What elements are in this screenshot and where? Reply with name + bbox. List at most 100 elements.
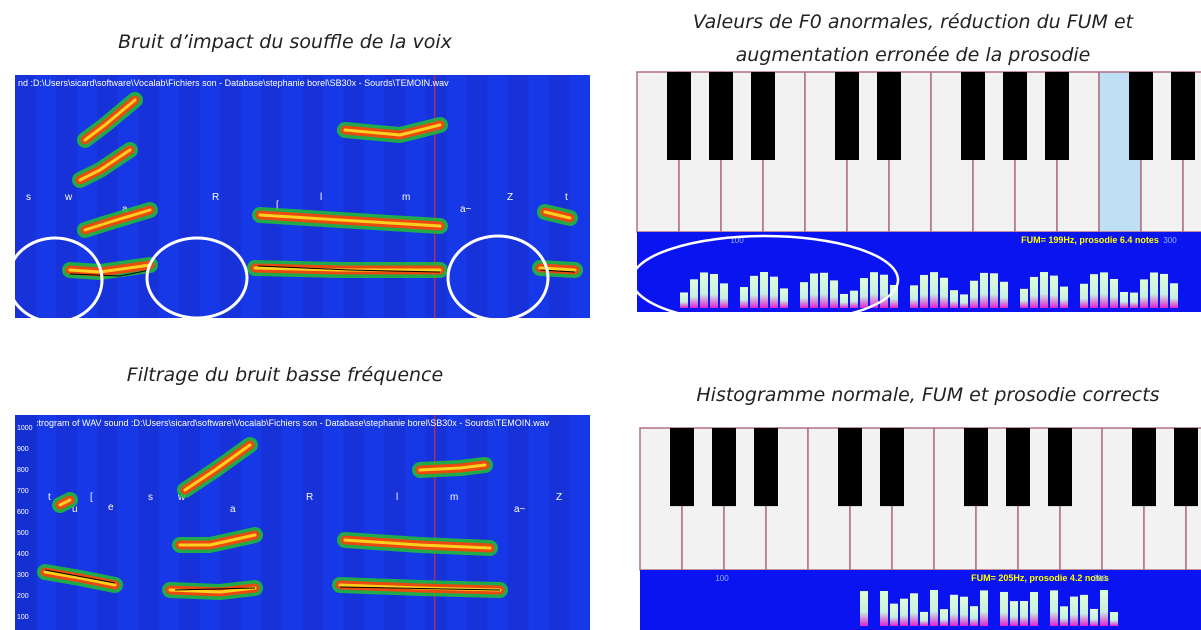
histogram-bar <box>1110 278 1118 308</box>
histogram-bar <box>950 594 958 626</box>
histogram-bar <box>1020 288 1028 308</box>
y-axis-label: 600 <box>17 509 29 516</box>
stripe <box>261 415 282 630</box>
histogram-bar <box>1010 601 1018 626</box>
histogram-bar <box>700 272 708 308</box>
y-axis-label: 700 <box>17 488 29 495</box>
histogram-bar <box>1110 612 1118 626</box>
stripe <box>97 415 118 630</box>
header: nd :D:\Users\sicard\software\Vocalab\Fic… <box>18 78 449 88</box>
phoneme: s <box>148 492 153 503</box>
stripe <box>548 75 570 318</box>
phoneme: a <box>230 504 236 515</box>
stripe <box>15 75 36 318</box>
histogram-bar <box>770 276 778 308</box>
histogram-bar <box>910 593 918 626</box>
histogram-bar <box>1170 283 1178 308</box>
phoneme: Z <box>507 192 513 203</box>
axis-label: 300 <box>1093 574 1107 583</box>
histogram-bar <box>880 591 888 626</box>
formant <box>343 123 442 137</box>
histogram-bar <box>1060 606 1068 626</box>
histogram-bar <box>1090 608 1098 626</box>
histogram-bar <box>1160 273 1168 308</box>
black-key <box>838 428 862 507</box>
histogram-bar <box>860 591 868 626</box>
black-key <box>880 428 904 507</box>
histogram-bar <box>1120 291 1128 308</box>
stripe <box>425 75 447 318</box>
histogram-bar <box>980 272 988 308</box>
phoneme: u <box>72 504 78 515</box>
formant <box>343 538 492 550</box>
black-key <box>835 72 859 160</box>
stripe <box>343 415 365 630</box>
stripe <box>466 75 488 318</box>
histogram-bar <box>810 273 818 308</box>
highlight-circle <box>446 234 550 322</box>
highlight-circle <box>145 236 249 320</box>
phoneme: s <box>26 192 31 203</box>
formant <box>543 210 572 220</box>
histogram-bar <box>720 283 728 308</box>
histogram-bar <box>1020 600 1028 626</box>
highlight-circle <box>630 234 900 326</box>
phoneme: m <box>402 192 410 203</box>
histogram-bar <box>760 272 768 308</box>
histogram-bar <box>1100 272 1108 308</box>
header: Spectrogram of WAV sound :D:\Users\sicar… <box>18 418 550 428</box>
fum-text: FUM= 199Hz, prosodie 6.4 notes <box>1021 235 1159 245</box>
histogram-bar <box>1090 274 1098 308</box>
stripe <box>56 415 77 630</box>
formant <box>43 570 117 587</box>
pitch-line <box>44 569 501 591</box>
formant <box>418 463 487 472</box>
formant <box>83 208 152 232</box>
phoneme: t <box>565 192 568 203</box>
y-axis-label: 500 <box>17 530 29 537</box>
y-axis-label: 1000 <box>17 425 33 432</box>
histogram-bar <box>970 280 978 308</box>
stripe <box>220 75 241 318</box>
y-axis-label: 800 <box>17 467 29 474</box>
phoneme: e <box>108 502 114 513</box>
stripe <box>548 415 570 630</box>
histogram-bar <box>860 278 868 308</box>
phoneme: R <box>306 492 313 503</box>
phoneme: R <box>212 192 219 203</box>
stripe <box>179 415 200 630</box>
histogram-bar <box>690 279 698 308</box>
formant <box>178 533 257 547</box>
y-axis-strip <box>15 415 37 630</box>
black-key <box>712 428 736 507</box>
histogram-bar <box>960 596 968 626</box>
histogram-bar <box>1000 281 1008 308</box>
black-key <box>961 72 985 160</box>
histogram-bar <box>920 274 928 308</box>
caption: Valeurs de F0 anormales, réduction du FU… <box>693 11 1135 33</box>
histogram-bar <box>910 285 918 308</box>
black-key <box>1174 428 1198 507</box>
histogram-bar <box>840 293 848 308</box>
stripe <box>56 75 77 318</box>
axis-label: 100 <box>730 236 744 245</box>
stripe <box>384 415 406 630</box>
histogram-bar <box>1060 286 1068 308</box>
stripe <box>261 75 282 318</box>
stripe <box>302 415 324 630</box>
black-key <box>964 428 988 507</box>
phoneme: [ <box>276 200 279 211</box>
phoneme: t <box>48 492 51 503</box>
histogram-bar <box>1000 591 1008 626</box>
caption: Bruit d’impact du souffle de la voix <box>118 31 453 53</box>
histogram-bar <box>930 590 938 626</box>
histogram-bar <box>800 282 808 308</box>
fum-text: FUM= 205Hz, prosodie 4.2 notes <box>971 573 1109 583</box>
stripe <box>302 75 324 318</box>
phoneme: w <box>177 492 186 503</box>
histogram-bar <box>830 280 838 308</box>
formant <box>78 148 132 182</box>
black-key <box>709 72 733 160</box>
histogram-bar <box>930 272 938 308</box>
